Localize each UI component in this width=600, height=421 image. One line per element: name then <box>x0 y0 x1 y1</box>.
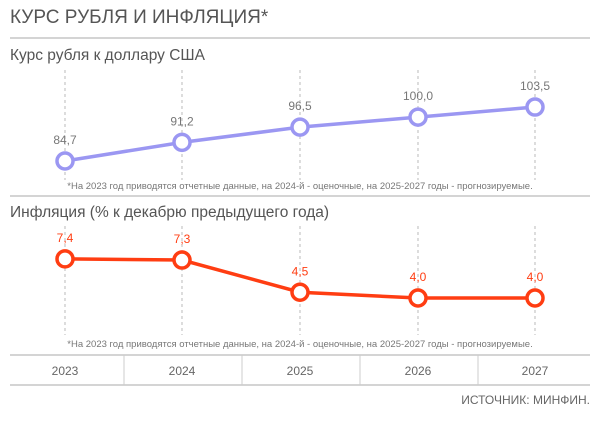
year-axis: 2023 2024 2025 2026 2027 <box>10 354 590 386</box>
data-label: 103,5 <box>520 79 550 93</box>
data-label: 96,5 <box>288 99 312 113</box>
data-point <box>525 288 545 308</box>
data-point <box>290 282 310 302</box>
chart-2-title: Инфляция (% к декабрю предыдущего года) <box>10 204 329 221</box>
footnote-2: *На 2023 год приводятся отчетные данные,… <box>67 339 532 350</box>
data-point <box>290 117 310 137</box>
data-label: 100,0 <box>403 89 433 103</box>
chart-rate: 84,7 91,2 96,5 100,0 103,5 <box>53 70 550 180</box>
year-label: 2026 <box>405 364 432 378</box>
source-note: ИСТОЧНИК: МИНФИН. <box>461 393 590 407</box>
year-label: 2024 <box>169 364 196 378</box>
page-title: КУРС РУБЛЯ И ИНФЛЯЦИЯ* <box>10 7 269 28</box>
data-point <box>525 97 545 117</box>
data-point <box>408 107 428 127</box>
data-point <box>55 151 75 171</box>
data-label: 91,2 <box>170 114 194 128</box>
chart-1-title: Курс рубля к доллару США <box>10 47 206 64</box>
data-label: 7,4 <box>57 231 74 245</box>
chart-inflation: 7,4 7,3 4,5 4,0 4,0 <box>55 226 545 335</box>
data-label: 4,5 <box>292 264 309 278</box>
data-point <box>408 288 428 308</box>
data-point <box>172 250 192 270</box>
data-point <box>172 132 192 153</box>
data-label: 4,0 <box>527 270 544 284</box>
year-label: 2025 <box>287 364 314 378</box>
year-label: 2027 <box>522 364 549 378</box>
footnote-1: *На 2023 год приводятся отчетные данные,… <box>67 181 532 192</box>
data-label: 7,3 <box>174 232 191 246</box>
data-point <box>55 249 75 269</box>
data-label: 4,0 <box>410 270 427 284</box>
year-label: 2023 <box>52 364 79 378</box>
data-label: 84,7 <box>53 133 77 147</box>
